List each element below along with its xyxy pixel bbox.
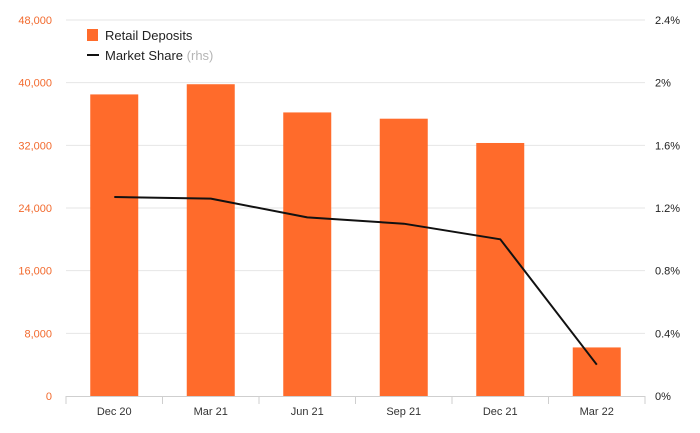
bar [283, 112, 332, 396]
market-share-line [114, 196, 598, 366]
y-right-tick-label: 2% [655, 78, 671, 90]
y-left-tick-label: 8,000 [24, 328, 52, 340]
x-tick-label: Dec 21 [483, 406, 518, 418]
legend-label-market-share: Market Share (rhs) [105, 48, 213, 63]
legend-label-market-share-name: Market Share [105, 48, 183, 63]
y-left-tick-label: 40,000 [18, 78, 52, 90]
y-right-tick-label: 1.6% [655, 140, 680, 152]
y-axis-right: 0% 0.4% 0.8% 1.2% 1.6% 2% 2.4% [655, 15, 680, 403]
y-left-tick-label: 16,000 [18, 266, 52, 278]
legend-swatch-retail-deposits [87, 29, 98, 41]
x-tick-label: Mar 22 [580, 406, 614, 418]
y-left-tick-label: 0 [46, 391, 52, 403]
y-right-tick-label: 2.4% [655, 15, 680, 27]
x-tick-label: Dec 20 [97, 406, 132, 418]
y-right-tick-label: 0% [655, 391, 671, 403]
bar [90, 94, 139, 397]
y-right-tick-label: 0.4% [655, 328, 680, 340]
bar [379, 118, 428, 396]
bar [186, 84, 235, 396]
legend: Retail Deposits Market Share (rhs) [87, 28, 213, 63]
bar-series-retail-deposits [90, 84, 621, 397]
bar [476, 142, 525, 396]
bar [572, 347, 621, 396]
y-left-tick-label: 32,000 [18, 140, 52, 152]
gridlines [66, 19, 645, 334]
y-axis-left: 0 8,000 16,000 24,000 32,000 40,000 48,000 [18, 15, 52, 403]
y-right-tick-label: 0.8% [655, 266, 680, 278]
x-axis: Dec 20 Mar 21 Jun 21 Sep 21 Dec 21 Mar 22 [65, 396, 646, 418]
y-right-tick-label: 1.2% [655, 203, 680, 215]
x-tick-label: Mar 21 [194, 406, 228, 418]
x-tick-label: Sep 21 [386, 406, 421, 418]
x-tick-label: Jun 21 [291, 406, 324, 418]
line-series-market-share [114, 196, 598, 366]
y-left-tick-label: 48,000 [18, 15, 52, 27]
legend-label-market-share-suffix: (rhs) [187, 48, 214, 63]
y-left-tick-label: 24,000 [18, 203, 52, 215]
legend-label-retail-deposits: Retail Deposits [105, 28, 193, 43]
